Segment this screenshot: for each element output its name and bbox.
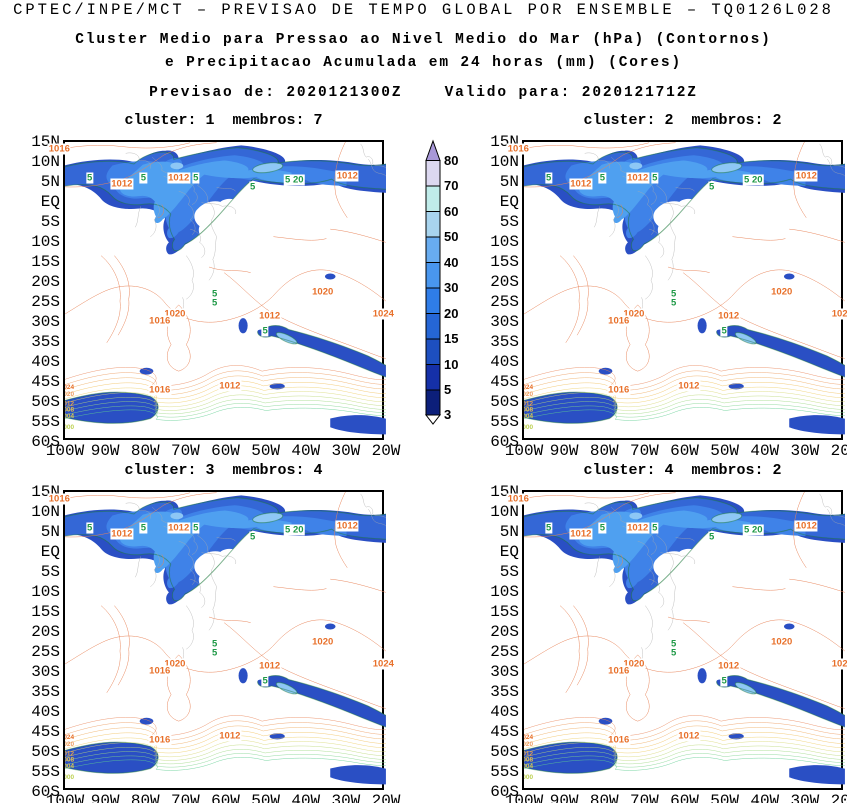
- svg-text:1012: 1012: [524, 400, 533, 407]
- svg-text:1008: 1008: [524, 757, 533, 764]
- svg-text:15: 15: [444, 331, 458, 346]
- svg-text:1000: 1000: [524, 424, 533, 431]
- svg-text:1012: 1012: [65, 750, 74, 757]
- svg-text:1012: 1012: [65, 400, 74, 407]
- svg-text:1024: 1024: [524, 384, 533, 391]
- svg-text:1000: 1000: [524, 774, 533, 781]
- svg-text:1024: 1024: [524, 734, 533, 741]
- svg-text:1008: 1008: [65, 407, 74, 414]
- svg-text:1020: 1020: [65, 741, 74, 748]
- svg-text:1024: 1024: [65, 734, 74, 741]
- svg-text:60: 60: [444, 204, 458, 219]
- svg-text:30: 30: [444, 280, 458, 295]
- svg-text:1008: 1008: [524, 407, 533, 414]
- svg-text:70: 70: [444, 178, 458, 193]
- svg-text:5: 5: [444, 382, 451, 397]
- svg-text:1000: 1000: [65, 774, 74, 781]
- svg-text:1004: 1004: [65, 413, 74, 420]
- svg-text:80: 80: [444, 153, 458, 168]
- svg-text:1012: 1012: [524, 750, 533, 757]
- svg-text:1004: 1004: [65, 763, 74, 770]
- svg-text:1020: 1020: [524, 391, 533, 398]
- svg-text:50: 50: [444, 229, 458, 244]
- svg-text:3: 3: [444, 407, 451, 422]
- svg-text:10: 10: [444, 357, 458, 372]
- svg-text:1004: 1004: [524, 413, 533, 420]
- svg-text:40: 40: [444, 255, 458, 270]
- svg-text:1020: 1020: [65, 391, 74, 398]
- svg-text:1008: 1008: [65, 757, 74, 764]
- svg-text:1020: 1020: [524, 741, 533, 748]
- svg-text:1000: 1000: [65, 424, 74, 431]
- svg-text:20: 20: [444, 306, 458, 321]
- svg-text:1004: 1004: [524, 763, 533, 770]
- svg-text:1024: 1024: [65, 384, 74, 391]
